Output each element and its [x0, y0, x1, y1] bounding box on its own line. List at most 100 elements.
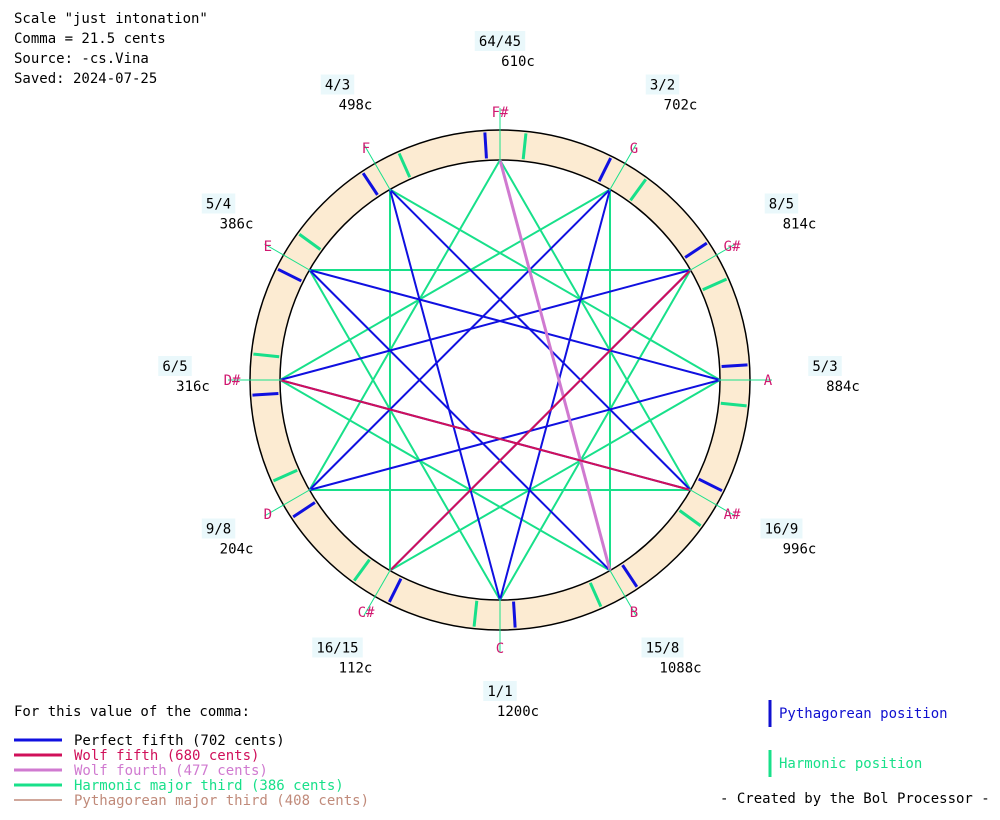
cents-label-f-sharp: 610c — [501, 54, 535, 70]
ratio-label-d-sharp: 6/5 — [162, 359, 187, 375]
radial-marker-f — [363, 144, 392, 192]
harmonic-third-line-f-a — [389, 188, 721, 381]
harmonic-position-tick-a-sharp — [678, 509, 702, 527]
legend-label-4: Pythagorean major third (408 cents) — [74, 793, 369, 809]
ratio-label-f-sharp: 64/45 — [479, 34, 521, 50]
note-labels: F# 64/45 610c G 3/2 702c G# 8/5 814c A 5/3 884c A# 16… — [158, 31, 860, 720]
perfect-fifth-line-d-a — [309, 379, 721, 491]
scale-title: Scale "just intonation" — [14, 11, 208, 27]
radial-marker-c-sharp — [363, 568, 392, 616]
harmonic-third-line-d-f-sharp — [308, 159, 501, 491]
comma-value: Comma = 21.5 cents — [14, 31, 166, 47]
saved-date: Saved: 2024-07-25 — [14, 71, 157, 87]
cents-label-d-sharp: 316c — [176, 379, 210, 395]
pythagorean-position-tick-f — [361, 172, 379, 196]
pythagorean-position-tick-d-sharp — [252, 392, 279, 397]
perfect-fifth-line-e-b — [308, 269, 611, 572]
wolf-fifth-line-c-sharp-g-sharp — [389, 269, 692, 572]
note-label-b: B — [630, 605, 638, 621]
harmonic-third-line-c-g-sharp — [499, 269, 692, 601]
harmonic-third-line-b-d-sharp — [279, 379, 611, 572]
pythagorean-position-tick-a-sharp — [698, 477, 723, 492]
ratio-label-e: 5/4 — [206, 197, 231, 213]
credit-text: - Created by the Bol Processor - — [720, 791, 990, 807]
radial-marker-a-sharp — [688, 488, 736, 517]
perfect-fifth-line-a-e — [309, 269, 721, 381]
ratio-label-c: 1/1 — [487, 684, 512, 700]
pythagorean-position-tick-e — [277, 268, 302, 283]
cents-label-a-sharp: 996c — [783, 542, 817, 558]
note-label-e: E — [264, 239, 272, 255]
cents-label-c: 1200c — [497, 704, 539, 720]
radial-marker-g — [608, 144, 637, 192]
cents-label-e: 386c — [220, 217, 254, 233]
harmonic-position-tick-d-sharp — [253, 352, 280, 359]
note-label-g: G — [630, 141, 638, 157]
perfect-fifth-line-d-sharp-g-sharp — [279, 269, 691, 381]
position-ticks — [228, 108, 772, 652]
ratio-label-a-sharp: 16/9 — [765, 522, 799, 538]
pythagorean-position-tick-c-sharp — [388, 578, 403, 603]
ratio-bg-c — [483, 681, 517, 701]
ring-inner-border — [279, 159, 721, 601]
pythagorean-position-tick-a — [721, 363, 748, 368]
source-text: Source: -cs.Vina — [14, 51, 149, 67]
ratio-bg-g — [645, 74, 680, 95]
cents-label-c-sharp: 112c — [339, 660, 373, 676]
legend-title: For this value of the comma: — [14, 704, 250, 720]
harmonic-position-tick-a — [720, 401, 747, 408]
cents-label-a: 884c — [826, 379, 860, 395]
cents-label-g-sharp: 814c — [783, 217, 817, 233]
note-label-a: A — [764, 373, 773, 389]
harmonic-position-tick-g-sharp — [702, 277, 728, 292]
perfect-fifth-line-f-a-sharp — [389, 188, 692, 491]
radial-marker-g-sharp — [688, 243, 736, 272]
cents-label-f: 498c — [339, 98, 373, 114]
radial-marker-b — [608, 568, 637, 616]
pythagorean-position-tick-b — [621, 564, 639, 588]
interval-legend: Perfect fifth (702 cents)Wolf fifth (680… — [14, 733, 369, 809]
ratio-bg-a — [808, 356, 842, 376]
radial-marker-d — [264, 488, 312, 517]
cents-label-d: 204c — [220, 542, 254, 558]
harmonic-position-tick-f — [397, 152, 412, 178]
wolf-fourth-line-f-sharp-b — [498, 159, 612, 571]
ratio-label-f: 4/3 — [325, 78, 350, 94]
ratio-label-a: 5/3 — [812, 359, 837, 375]
ring-band — [249, 130, 750, 630]
cents-label-b: 1088c — [659, 660, 701, 676]
ratio-bg-d — [201, 518, 236, 539]
perfect-fifth-line-c-g — [499, 189, 611, 601]
perfect-fifth-line-g-d — [308, 188, 611, 491]
note-label-a-sharp: A# — [724, 507, 741, 523]
harmonic-position-tick-e — [298, 233, 322, 251]
legend-label-1: Wolf fifth (680 cents) — [74, 748, 259, 764]
note-ring — [249, 129, 751, 631]
pythagorean-position-label: Pythagorean position — [779, 706, 948, 722]
legend-label-2: Wolf fourth (477 cents) — [74, 763, 268, 779]
note-label-g-sharp: G# — [724, 239, 741, 255]
legend-label-0: Perfect fifth (702 cents) — [74, 733, 285, 749]
pythagorean-position-tick-f-sharp — [483, 132, 488, 159]
ratio-label-c-sharp: 16/15 — [316, 640, 358, 656]
interval-lines — [279, 159, 721, 601]
harmonic-third-line-f-sharp-a-sharp — [499, 159, 692, 491]
ratio-bg-f-sharp — [474, 31, 526, 51]
note-label-d: D — [264, 507, 272, 523]
ratio-label-b: 15/8 — [646, 640, 680, 656]
ratio-bg-a-sharp — [760, 518, 803, 539]
harmonic-position-label: Harmonic position — [779, 756, 922, 772]
note-label-d-sharp: D# — [224, 373, 241, 389]
pythagorean-position-tick-g — [597, 157, 612, 182]
ratio-label-g: 3/2 — [650, 78, 675, 94]
ratio-bg-e — [201, 193, 236, 214]
radial-marker-e — [264, 243, 312, 272]
ratio-bg-d-sharp — [158, 356, 192, 376]
cents-label-g: 702c — [664, 98, 698, 114]
harmonic-position-tick-d — [272, 468, 298, 483]
ratio-bg-f — [320, 74, 355, 95]
ratio-bg-c-sharp — [312, 637, 363, 658]
harmonic-position-tick-f-sharp — [521, 133, 528, 160]
ratio-label-g-sharp: 8/5 — [769, 197, 794, 213]
